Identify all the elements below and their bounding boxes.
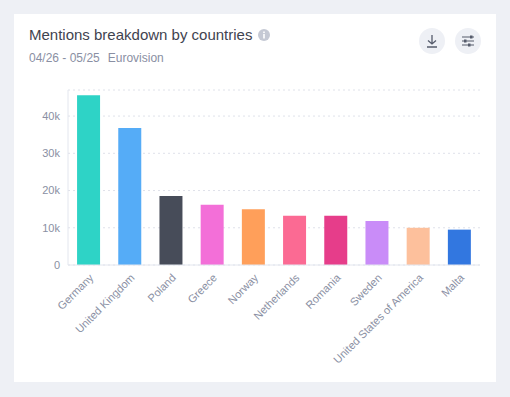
svg-text:Germany: Germany [55,271,96,312]
svg-text:10k: 10k [42,222,60,234]
svg-text:Norway: Norway [225,271,260,306]
svg-text:Poland: Poland [145,271,178,304]
svg-text:United States of America: United States of America [331,271,426,365]
svg-text:Greece: Greece [185,271,219,305]
svg-text:Romania: Romania [303,271,343,311]
svg-text:United Kingdom: United Kingdom [73,271,137,335]
svg-text:30k: 30k [42,147,60,159]
svg-text:20k: 20k [42,184,60,196]
html-text:Mentions breakdown by countrie: Mentions breakdown by countries [29,26,253,43]
svg-text:0: 0 [54,259,60,271]
svg-text:Sweden: Sweden [347,271,384,308]
html-text:04/26 - 05/25: 04/26 - 05/25 [29,51,100,65]
svg-text:40k: 40k [42,110,60,122]
svg-text:Netherlands: Netherlands [251,271,302,322]
html-text:Eurovision: Eurovision [107,51,164,65]
svg-text:Malta: Malta [439,271,467,299]
